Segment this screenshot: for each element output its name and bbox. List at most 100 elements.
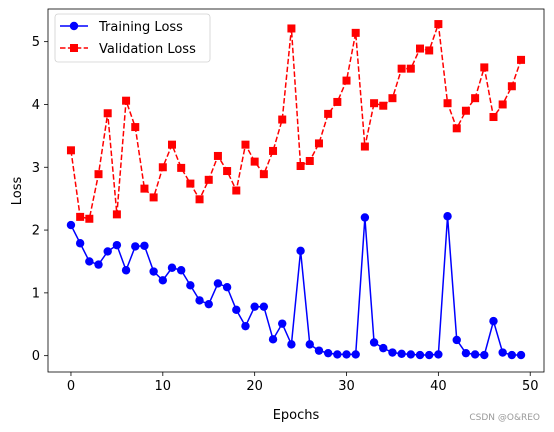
series-validation-loss xyxy=(66,20,526,223)
point-training-loss-38 xyxy=(415,350,425,360)
legend: Training Loss Validation Loss xyxy=(54,13,211,63)
point-validation-loss-40 xyxy=(434,20,443,29)
point-validation-loss-44 xyxy=(471,94,480,103)
point-training-loss-5 xyxy=(112,240,122,250)
point-training-loss-46 xyxy=(489,316,498,326)
point-validation-loss-46 xyxy=(489,113,498,122)
ticks-layer: 0 10 20 30 40 50 0 1 2 3 4 5 xyxy=(32,35,539,394)
point-validation-loss-20 xyxy=(250,157,259,166)
point-validation-loss-26 xyxy=(305,156,314,165)
point-training-loss-39 xyxy=(424,350,434,360)
x-tick-label-30: 30 xyxy=(338,379,355,394)
point-validation-loss-37 xyxy=(406,64,415,73)
point-training-loss-20 xyxy=(250,302,259,311)
watermark-text: CSDN @O&REO xyxy=(469,413,540,423)
y-tick-label-5: 5 xyxy=(32,35,40,50)
y-tick-label-1: 1 xyxy=(32,286,40,301)
point-training-loss-21 xyxy=(259,302,269,311)
legend-label-training-loss: Training Loss xyxy=(98,20,183,35)
point-validation-loss-32 xyxy=(360,142,369,151)
point-training-loss-36 xyxy=(397,349,406,358)
point-training-loss-49 xyxy=(516,350,526,360)
point-validation-loss-16 xyxy=(213,151,222,160)
point-training-loss-3 xyxy=(94,260,103,269)
point-validation-loss-8 xyxy=(140,184,149,193)
point-training-loss-25 xyxy=(296,246,305,255)
point-validation-loss-30 xyxy=(342,76,351,85)
point-validation-loss-10 xyxy=(158,163,167,172)
x-tick-label-10: 10 xyxy=(155,379,172,394)
point-training-loss-24 xyxy=(287,340,296,349)
series-training-loss xyxy=(66,212,526,360)
y-tick-label-4: 4 xyxy=(32,98,40,113)
point-training-loss-32 xyxy=(360,213,370,222)
point-validation-loss-7 xyxy=(131,123,140,132)
point-validation-loss-49 xyxy=(517,55,526,64)
point-validation-loss-43 xyxy=(461,106,470,115)
point-validation-loss-13 xyxy=(186,179,195,188)
point-training-loss-9 xyxy=(149,267,158,276)
x-axis-label: Epochs xyxy=(273,408,320,423)
point-training-loss-26 xyxy=(305,340,314,349)
point-validation-loss-3 xyxy=(94,170,103,179)
point-validation-loss-28 xyxy=(324,109,333,118)
point-training-loss-28 xyxy=(323,348,333,358)
point-validation-loss-17 xyxy=(223,167,232,176)
point-training-loss-2 xyxy=(85,257,94,266)
x-tick-label-0: 0 xyxy=(67,379,75,394)
point-validation-loss-5 xyxy=(112,210,121,219)
point-validation-loss-31 xyxy=(351,28,360,37)
point-validation-loss-36 xyxy=(397,64,406,73)
point-training-loss-17 xyxy=(222,283,232,292)
point-training-loss-12 xyxy=(176,266,186,275)
point-validation-loss-22 xyxy=(269,146,278,155)
point-validation-loss-42 xyxy=(452,124,461,133)
point-training-loss-33 xyxy=(369,338,379,347)
point-training-loss-41 xyxy=(443,212,452,221)
y-tick-label-0: 0 xyxy=(32,349,40,364)
point-training-loss-37 xyxy=(406,350,416,359)
point-validation-loss-18 xyxy=(232,186,241,195)
point-validation-loss-12 xyxy=(177,163,186,172)
point-validation-loss-1 xyxy=(76,212,85,221)
point-validation-loss-6 xyxy=(122,96,131,105)
point-validation-loss-48 xyxy=(507,82,516,91)
point-validation-loss-34 xyxy=(379,101,388,110)
y-tick-label-2: 2 xyxy=(32,224,40,239)
point-training-loss-45 xyxy=(480,350,489,360)
point-validation-loss-9 xyxy=(149,193,158,202)
point-validation-loss-35 xyxy=(388,94,397,103)
point-validation-loss-0 xyxy=(66,146,75,155)
point-training-loss-31 xyxy=(351,350,360,359)
point-training-loss-6 xyxy=(121,266,131,275)
point-training-loss-7 xyxy=(131,242,140,251)
point-training-loss-44 xyxy=(470,350,480,359)
point-training-loss-48 xyxy=(507,350,517,360)
point-training-loss-1 xyxy=(75,239,85,248)
point-training-loss-11 xyxy=(167,263,177,272)
legend-label-validation-loss: Validation Loss xyxy=(99,42,196,57)
point-validation-loss-21 xyxy=(259,170,268,179)
point-validation-loss-14 xyxy=(195,195,204,204)
point-validation-loss-24 xyxy=(287,24,296,33)
y-axis-label: Loss xyxy=(10,177,25,206)
point-training-loss-42 xyxy=(452,335,461,345)
point-training-loss-43 xyxy=(461,348,471,358)
legend-marker-validation-loss xyxy=(70,44,78,52)
point-training-loss-19 xyxy=(241,321,250,331)
point-training-loss-4 xyxy=(103,247,112,256)
point-training-loss-22 xyxy=(268,335,278,344)
x-tick-label-50: 50 xyxy=(522,379,539,394)
x-tick-label-40: 40 xyxy=(430,379,447,394)
point-training-loss-34 xyxy=(379,343,388,353)
point-training-loss-15 xyxy=(204,299,213,309)
point-training-loss-18 xyxy=(232,305,241,315)
point-validation-loss-45 xyxy=(480,63,489,72)
point-training-loss-29 xyxy=(333,350,342,359)
point-training-loss-0 xyxy=(66,220,76,230)
point-validation-loss-38 xyxy=(416,44,424,53)
point-validation-loss-27 xyxy=(314,139,323,148)
point-validation-loss-23 xyxy=(278,115,287,124)
plot-background xyxy=(48,9,544,372)
